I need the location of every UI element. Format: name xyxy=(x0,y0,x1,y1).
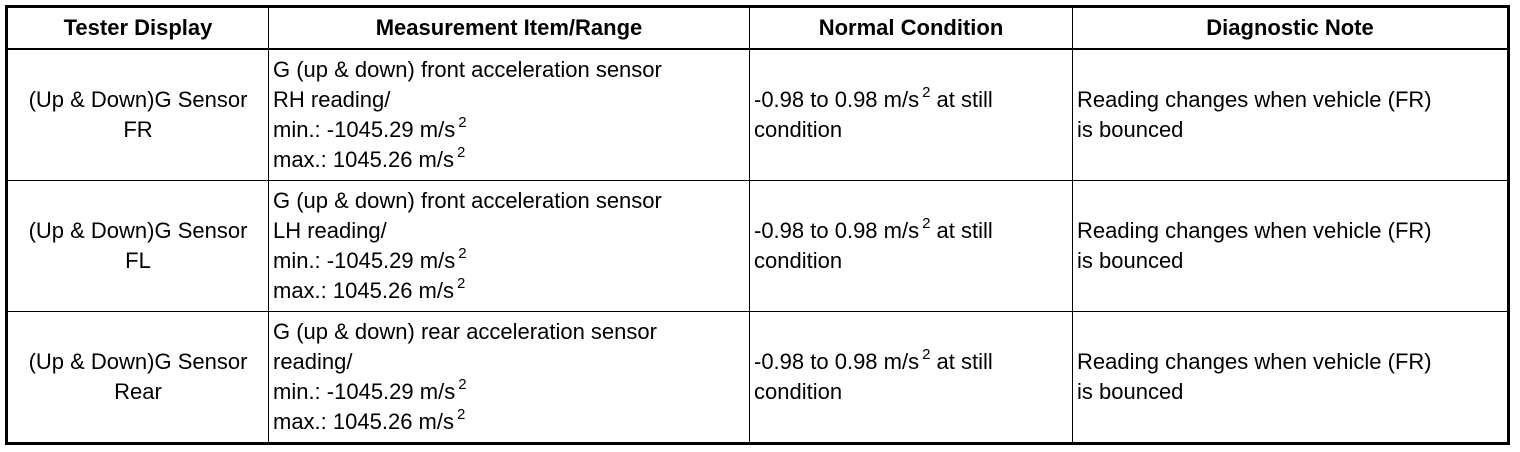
diagnostic-note-cell: Reading changes when vehicle (FR) is bou… xyxy=(1072,180,1509,312)
tester-display-position: FR xyxy=(123,117,153,142)
data-list-table-wrapper: Tester Display Measurement Item/Range No… xyxy=(5,5,1510,445)
table-row: (Up & Down)G Sensor Rear G (up & down) r… xyxy=(6,311,1509,444)
diagnostic-note-line: Reading changes when vehicle (FR) xyxy=(1077,349,1432,374)
measurement-max: max.: 1045.26 m/s 2 xyxy=(273,143,466,172)
normal-condition-range: -0.98 to 0.98 m/s 2 at still xyxy=(754,345,993,374)
measurement-max: max.: 1045.26 m/s 2 xyxy=(273,405,466,434)
measurement-min: min.: -1045.29 m/s 2 xyxy=(273,375,467,404)
diagnostic-note-cell: Reading changes when vehicle (FR) is bou… xyxy=(1072,48,1509,181)
diagnostic-note-line: Reading changes when vehicle (FR) xyxy=(1077,87,1432,112)
measurement-max: max.: 1045.26 m/s 2 xyxy=(273,274,466,303)
tester-display-cell: (Up & Down)G Sensor FR xyxy=(6,48,269,181)
tester-display-position: Rear xyxy=(114,379,162,404)
measurement-cell: G (up & down) front acceleration sensor … xyxy=(268,48,750,181)
tester-display-name: (Up & Down)G Sensor xyxy=(28,218,248,243)
diagnostic-note-cell: Reading changes when vehicle (FR) is bou… xyxy=(1072,311,1509,444)
diagnostic-note-line: is bounced xyxy=(1077,379,1184,404)
normal-condition-cell: -0.98 to 0.98 m/s 2 at still condition xyxy=(749,48,1073,181)
normal-condition-state: condition xyxy=(754,248,843,273)
tester-display-name: (Up & Down)G Sensor xyxy=(28,349,248,374)
diagnostic-note-line: Reading changes when vehicle (FR) xyxy=(1077,218,1432,243)
diagnostic-note-line: is bounced xyxy=(1077,117,1184,142)
normal-condition-range: -0.98 to 0.98 m/s 2 at still xyxy=(754,214,993,243)
measurement-cell: G (up & down) rear acceleration sensor r… xyxy=(268,311,750,444)
measurement-item: G (up & down) rear acceleration sensor xyxy=(273,319,657,344)
header-tester-display: Tester Display xyxy=(6,6,269,50)
header-normal-condition: Normal Condition xyxy=(749,6,1073,50)
header-diagnostic-note: Diagnostic Note xyxy=(1072,6,1509,50)
tester-display-cell: (Up & Down)G Sensor FL xyxy=(6,180,269,312)
diagnostic-note-line: is bounced xyxy=(1077,248,1184,273)
table-row: (Up & Down)G Sensor FR G (up & down) fro… xyxy=(6,48,1509,181)
normal-condition-state: condition xyxy=(754,379,843,404)
measurement-cell: G (up & down) front acceleration sensor … xyxy=(268,180,750,312)
tester-display-name: (Up & Down)G Sensor xyxy=(28,87,248,112)
measurement-min: min.: -1045.29 m/s 2 xyxy=(273,244,467,273)
measurement-min: min.: -1045.29 m/s 2 xyxy=(273,113,467,142)
normal-condition-cell: -0.98 to 0.98 m/s 2 at still condition xyxy=(749,180,1073,312)
measurement-item: G (up & down) front acceleration sensor xyxy=(273,57,662,82)
normal-condition-state: condition xyxy=(754,117,843,142)
measurement-item-cont: reading/ xyxy=(273,349,353,374)
header-measurement-item-range: Measurement Item/Range xyxy=(268,6,750,50)
measurement-item: G (up & down) front acceleration sensor xyxy=(273,188,662,213)
measurement-item-cont: RH reading/ xyxy=(273,87,391,112)
normal-condition-range: -0.98 to 0.98 m/s 2 at still xyxy=(754,83,993,112)
normal-condition-cell: -0.98 to 0.98 m/s 2 at still condition xyxy=(749,311,1073,444)
table-row: (Up & Down)G Sensor FL G (up & down) fro… xyxy=(6,180,1509,312)
measurement-item-cont: LH reading/ xyxy=(273,218,387,243)
tester-display-cell: (Up & Down)G Sensor Rear xyxy=(6,311,269,444)
data-list-table: Tester Display Measurement Item/Range No… xyxy=(5,5,1510,445)
tester-display-position: FL xyxy=(125,248,151,273)
table-header-row: Tester Display Measurement Item/Range No… xyxy=(6,6,1509,50)
